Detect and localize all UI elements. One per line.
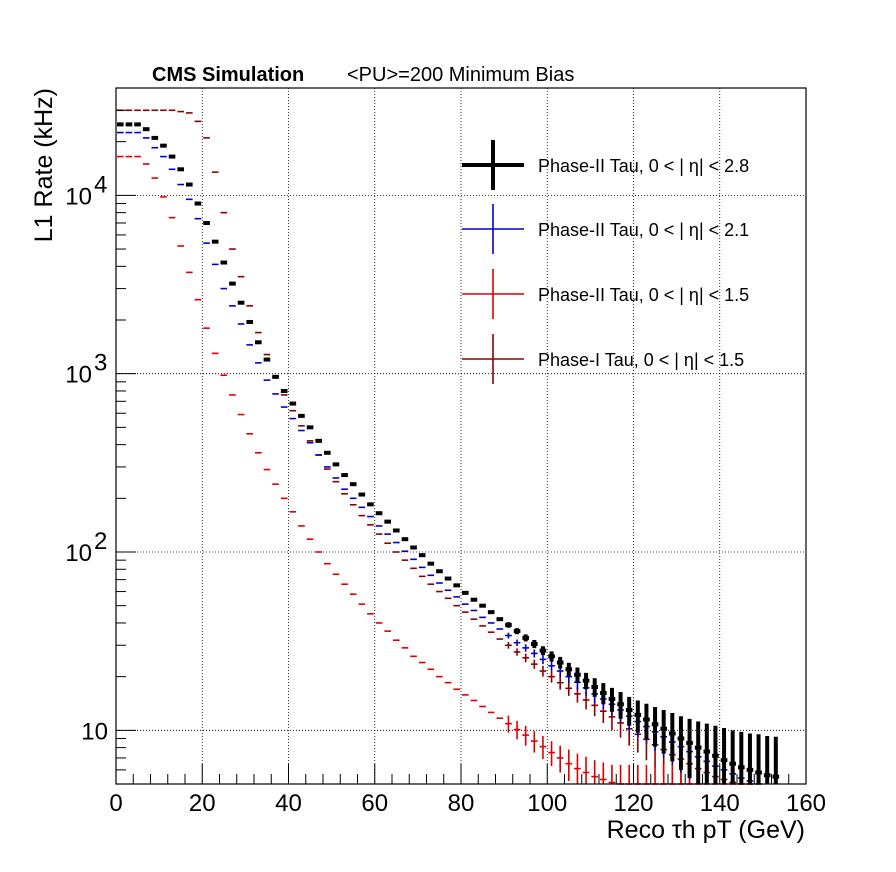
axis-ticks — [115, 87, 807, 785]
legend-entry-3: Phase-II Tau, 0 < | η| < 1.5 — [462, 269, 749, 319]
y-tick-exponent: 3 — [94, 350, 107, 377]
x-tick-label: 160 — [786, 790, 826, 817]
y-tick-label: 10 — [65, 183, 92, 210]
legend-label: Phase-II Tau, 0 < | η| < 1.5 — [538, 285, 749, 305]
x-tick-label: 60 — [361, 790, 388, 817]
y-tick-label: 10 — [65, 362, 92, 389]
series-layer — [117, 109, 780, 785]
x-axis-title: Reco τh pT (GeV) — [607, 816, 805, 844]
grid — [116, 88, 806, 784]
y-tick-label: 10 — [65, 540, 92, 567]
series-1 — [117, 122, 780, 784]
legend-entry-2: Phase-II Tau, 0 < | η| < 2.1 — [462, 204, 749, 254]
legend-entry-4: Phase-I Tau, 0 < | η| < 1.5 — [462, 334, 744, 384]
legend-entry-1: Phase-II Tau, 0 < | η| < 2.8 — [462, 140, 749, 190]
legend-label: Phase-I Tau, 0 < | η| < 1.5 — [538, 350, 744, 370]
x-tick-label: 80 — [448, 790, 475, 817]
y-tick-exponent: 2 — [94, 528, 107, 555]
x-tick-label: 140 — [700, 790, 740, 817]
x-tick-label: 0 — [109, 790, 122, 817]
x-tick-label: 120 — [613, 790, 653, 817]
legend-label: Phase-II Tau, 0 < | η| < 2.1 — [538, 220, 749, 240]
y-tick-label: 10 — [81, 718, 108, 745]
header-experiment: CMS Simulation — [152, 64, 304, 86]
x-tick-label: 100 — [527, 790, 567, 817]
x-tick-label: 40 — [275, 790, 302, 817]
legend-label: Phase-II Tau, 0 < | η| < 2.8 — [538, 156, 749, 176]
y-tick-exponent: 4 — [94, 171, 107, 198]
x-tick-label: 20 — [189, 790, 216, 817]
x-tick-labels: 0 20 40 60 80 100 120 140 160 — [109, 790, 826, 817]
legend: Phase-II Tau, 0 < | η| < 2.8 Phase-II Tau… — [462, 140, 749, 384]
y-axis-title: L1 Rate (kHz) — [30, 88, 58, 242]
header-conditions: <PU>=200 Minimum Bias — [347, 64, 574, 86]
